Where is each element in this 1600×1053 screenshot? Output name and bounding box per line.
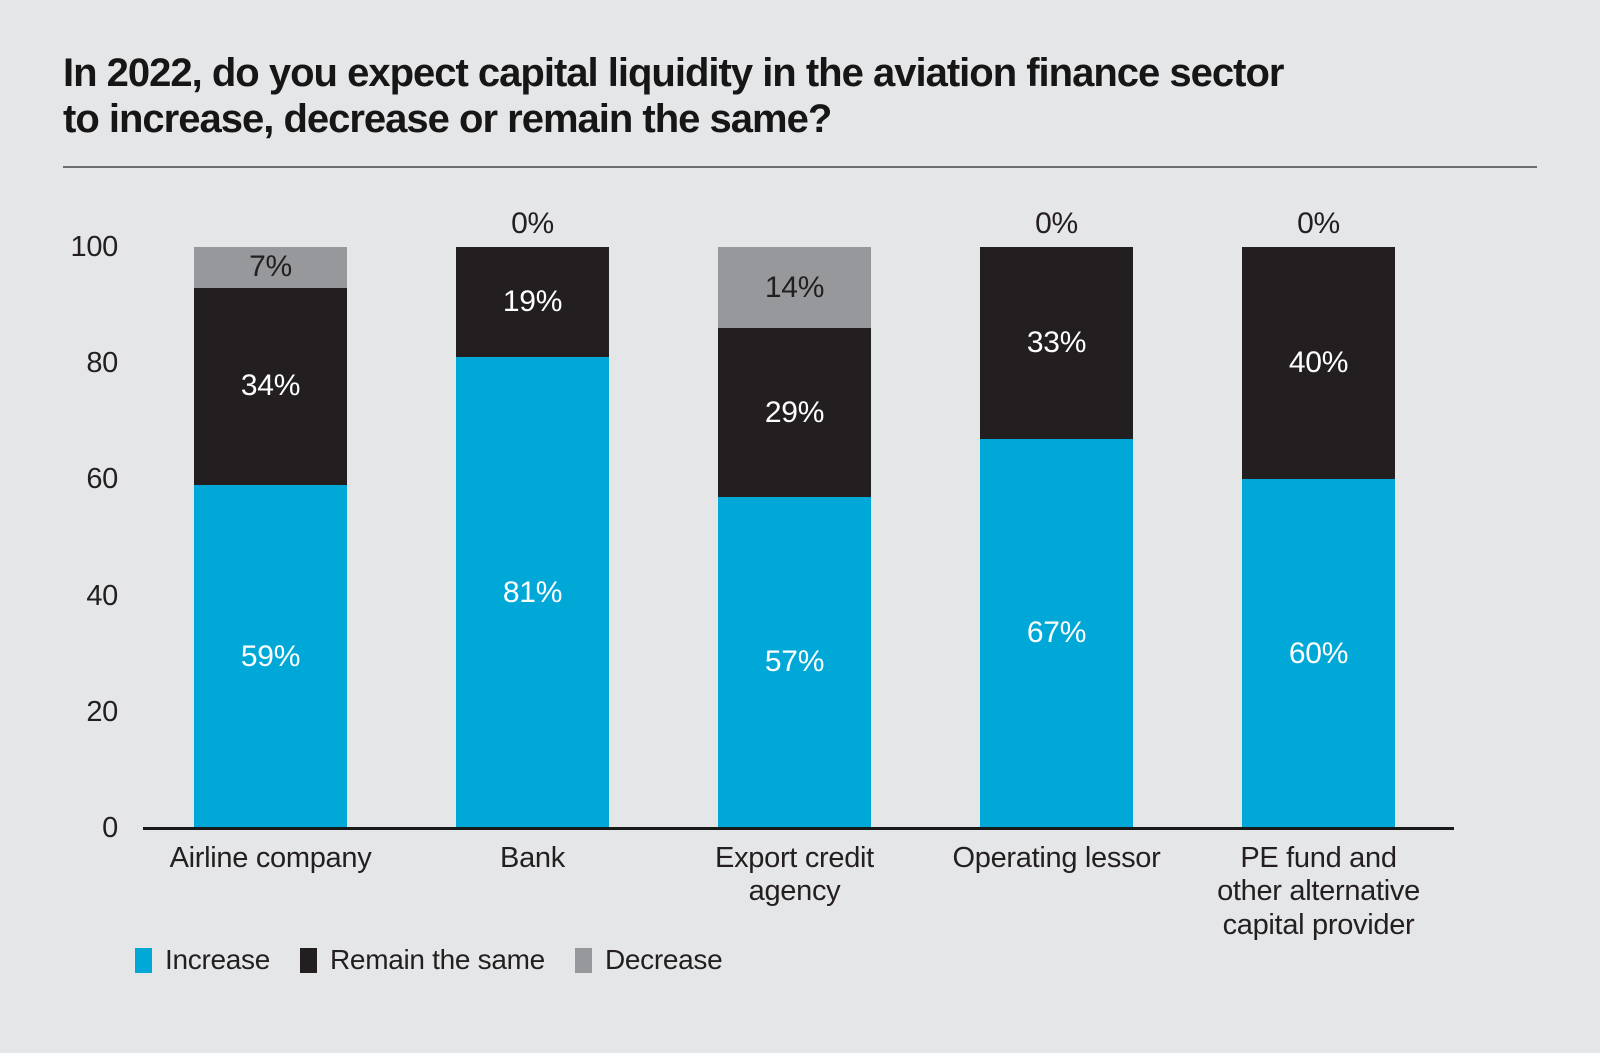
bar-2: 81% 19% 0% <box>456 209 609 828</box>
segment-value-label: 81% <box>502 575 563 609</box>
bar-segment-remain-the-same: 34% <box>194 287 347 486</box>
bar-segment-remain-the-same: 40% <box>1242 247 1395 480</box>
plot-area: 59% 34% 7% 81% 19% 0% 57% 29% 14% 67% 33% 0% 60% 40% 0… <box>143 209 1454 828</box>
bar-segment-increase: 60% <box>1242 479 1395 828</box>
zero-value-label: 0% <box>1297 207 1340 240</box>
bar-segment-increase: 81% <box>456 357 609 828</box>
y-axis-tick-label: 0 <box>102 812 118 844</box>
segment-value-label: 7% <box>249 250 292 284</box>
bar-segment-remain-the-same: 33% <box>980 247 1133 439</box>
segment-value-label: 34% <box>240 369 301 403</box>
legend-swatch <box>574 947 592 973</box>
segment-value-label: 59% <box>240 639 301 673</box>
y-axis-tick-label: 80 <box>86 347 118 380</box>
legend: Increase Remain the same Decrease <box>135 944 723 976</box>
y-axis-tick-label: 100 <box>70 231 119 263</box>
legend-swatch <box>300 947 317 973</box>
legend-item-decrease: Decrease <box>574 944 723 976</box>
x-axis-label: Airline company <box>169 842 372 874</box>
segment-value-label: 40% <box>1288 346 1349 380</box>
bar-segment-remain-the-same: 19% <box>456 247 609 358</box>
segment-value-label: 19% <box>502 285 563 319</box>
zero-value-label: 0% <box>1035 207 1078 240</box>
x-axis-label: Export credit agency <box>715 842 874 908</box>
legend-item-remain-the-same: Remain the same <box>300 944 545 976</box>
bar-5: 60% 40% 0% <box>1242 209 1395 828</box>
segment-value-label: 33% <box>1026 325 1087 359</box>
zero-value-label: 0% <box>511 207 554 240</box>
segment-value-label: 60% <box>1288 636 1349 670</box>
bar-segment-decrease: 14% <box>718 247 871 329</box>
chart-title-line-1: In 2022, do you expect capital liquidity… <box>63 51 1284 95</box>
y-axis-tick-label: 60 <box>86 463 118 496</box>
segment-value-label: 29% <box>764 395 825 429</box>
x-axis-label: Operating lessor <box>952 842 1161 874</box>
x-axis-label: Bank <box>500 842 565 874</box>
bar-segment-decrease: 7% <box>194 247 347 288</box>
bar-1: 59% 34% 7% <box>194 247 347 828</box>
title-divider <box>63 166 1537 168</box>
legend-label: Remain the same <box>330 944 545 975</box>
chart-title-line-2: to increase, decrease or remain the same… <box>63 97 832 141</box>
legend-item-increase: Increase <box>135 944 270 976</box>
x-axis-label: PE fund and other alternative capital pr… <box>1217 842 1420 941</box>
bar-segment-remain-the-same: 29% <box>718 328 871 497</box>
legend-label: Decrease <box>604 944 723 975</box>
legend-label: Increase <box>165 944 270 975</box>
y-axis-tick-label: 40 <box>86 579 118 612</box>
legend-swatch <box>135 947 152 973</box>
bar-segment-increase: 59% <box>194 485 347 828</box>
y-axis-tick-label: 20 <box>86 695 118 728</box>
bar-segment-increase: 57% <box>718 496 871 828</box>
x-axis-line <box>143 827 1454 830</box>
segment-value-label: 14% <box>764 270 825 304</box>
bar-4: 67% 33% 0% <box>980 209 1133 828</box>
bar-3: 57% 29% 14% <box>718 247 871 828</box>
segment-value-label: 67% <box>1026 616 1087 650</box>
segment-value-label: 57% <box>764 645 825 679</box>
chart-title: In 2022, do you expect capital liquidity… <box>63 50 1543 142</box>
bar-segment-increase: 67% <box>980 438 1133 828</box>
